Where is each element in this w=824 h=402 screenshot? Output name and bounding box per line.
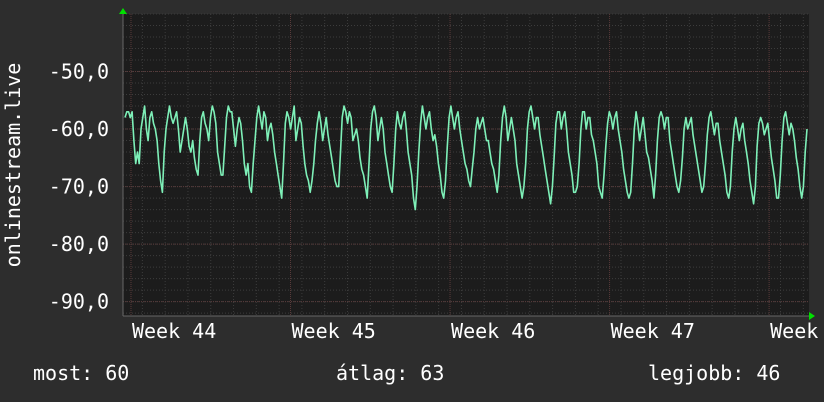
series-line: [124, 105, 808, 211]
y-axis-label: onlinestream.live: [1, 63, 25, 268]
y-tick-label: -60,0: [49, 117, 109, 141]
y-axis-ticks: -90,0 -80,0 -70,0 -60,0 -50,0: [49, 60, 109, 314]
y-tick-label: -90,0: [49, 290, 109, 314]
x-tick-label: Week 46: [451, 319, 535, 343]
x-tick-label: Week 47: [611, 319, 695, 343]
x-tick-label: Week 48: [770, 319, 824, 343]
x-axis-arrow: [809, 312, 815, 320]
stat-average: átlag: 63: [336, 361, 445, 385]
y-tick-label: -50,0: [49, 60, 109, 84]
y-tick-label: -70,0: [49, 175, 109, 199]
x-tick-label: Week 44: [132, 319, 216, 343]
stat-best: legjobb: 46: [648, 361, 781, 385]
x-axis-ticks: Week 44 Week 45 Week 46 Week 47 Week 48: [132, 319, 824, 343]
x-tick-label: Week 45: [292, 319, 376, 343]
y-tick-label: -80,0: [49, 232, 109, 256]
y-axis-arrow: [119, 8, 127, 14]
stat-current: most: 60: [33, 361, 130, 385]
